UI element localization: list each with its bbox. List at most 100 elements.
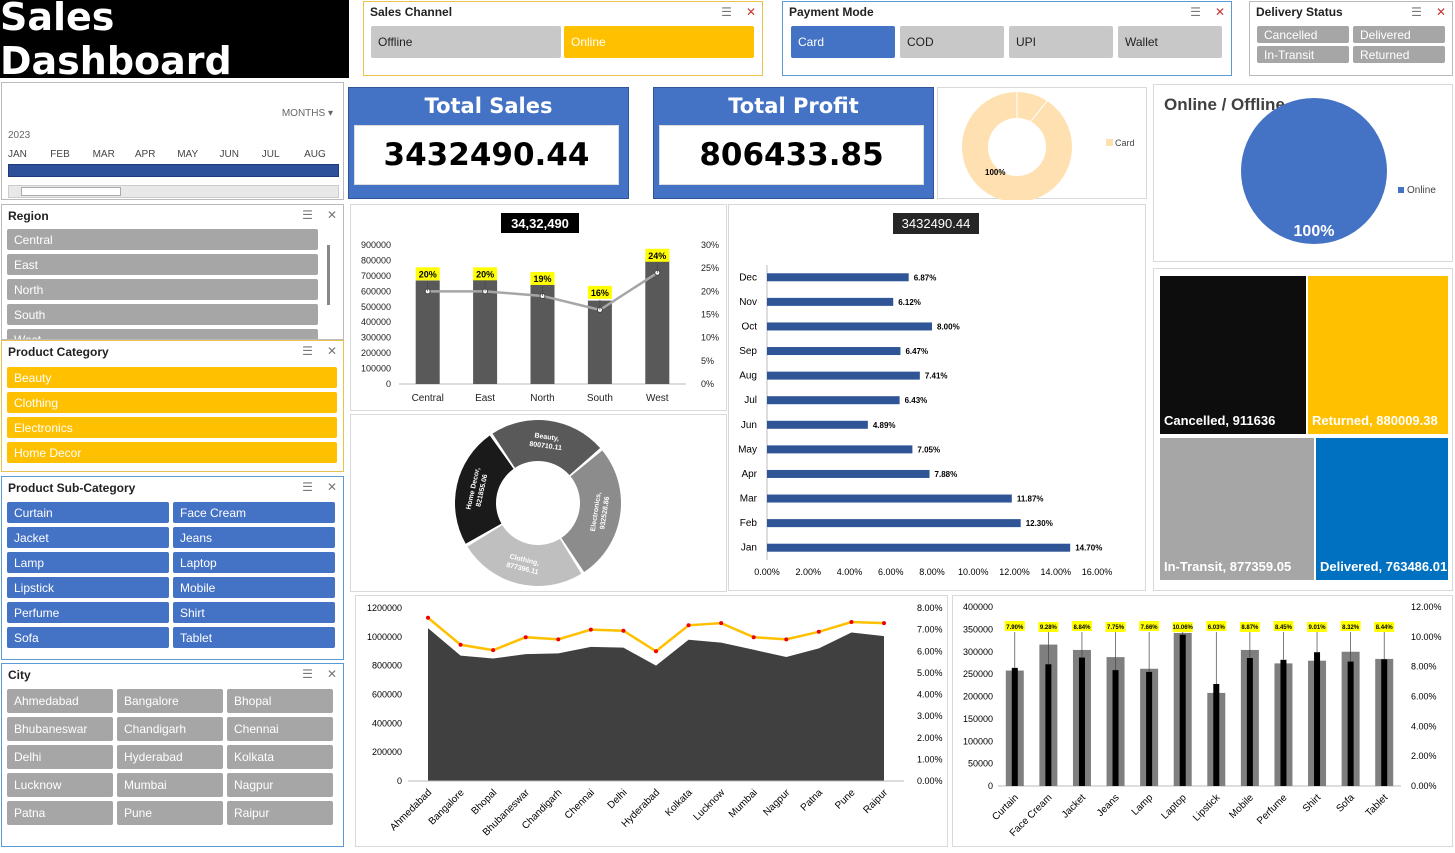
scrollbar-thumb[interactable]	[21, 187, 121, 196]
slicer-item-bhubaneswar[interactable]: Bhubaneswar	[7, 717, 113, 741]
bar-inner-tablet	[1381, 659, 1388, 786]
slicer-item-nagpur[interactable]: Nagpur	[227, 773, 333, 797]
slicer-item-clothing[interactable]: Clothing	[7, 392, 337, 413]
x-tick-label: Curtain	[990, 792, 1021, 823]
y-tick-label: Aug	[739, 371, 757, 382]
slicer-item-online[interactable]: Online	[564, 26, 754, 58]
slicer-item-north[interactable]: North	[7, 279, 318, 300]
slicer-item-ahmedabad[interactable]: Ahmedabad	[7, 689, 113, 713]
slicer-item-card[interactable]: Card	[791, 26, 895, 58]
slicer-item-mobile[interactable]: Mobile	[173, 577, 335, 598]
y2-tick-label: 10.00%	[1411, 632, 1442, 642]
slicer-item-perfume[interactable]: Perfume	[7, 602, 169, 623]
multi-select-icon[interactable]: ☰	[1190, 5, 1201, 19]
clear-filter-icon[interactable]: ✕	[326, 667, 337, 681]
clear-filter-icon[interactable]: ✕	[326, 344, 337, 358]
scrollbar[interactable]	[327, 245, 330, 305]
slicer-item-offline[interactable]: Offline	[371, 26, 561, 58]
slicer-item-shirt[interactable]: Shirt	[173, 602, 335, 623]
multi-select-icon[interactable]: ☰	[721, 5, 732, 19]
slicer-item-tablet[interactable]: Tablet	[173, 627, 335, 648]
multi-select-icon[interactable]: ☰	[302, 667, 313, 681]
timeline-month-aug[interactable]: AUG	[304, 149, 326, 160]
timeline-month-apr[interactable]: APR	[134, 149, 156, 160]
clear-filter-icon[interactable]: ✕	[1435, 5, 1446, 19]
slicer-item-wallet[interactable]: Wallet	[1118, 26, 1222, 58]
multi-select-icon[interactable]: ☰	[1411, 5, 1422, 19]
data-label: 8.32%	[1342, 625, 1360, 631]
slicer-item-laptop[interactable]: Laptop	[173, 552, 335, 573]
slicer-item-east[interactable]: East	[7, 254, 318, 275]
timeline-scrollbar[interactable]	[8, 185, 339, 198]
slicer-item-lipstick[interactable]: Lipstick	[7, 577, 169, 598]
slicer-item-bangalore[interactable]: Bangalore	[117, 689, 223, 713]
y2-tick-label: 30%	[701, 240, 719, 250]
clear-filter-icon[interactable]: ✕	[326, 208, 337, 222]
slicer-item-hyderabad[interactable]: Hyderabad	[117, 745, 223, 769]
donut-slice-beauty	[492, 420, 601, 476]
timeline-period-selector[interactable]: MONTHS ▾	[281, 108, 333, 119]
slicer-item-cod[interactable]: COD	[900, 26, 1004, 58]
clear-filter-icon[interactable]: ✕	[745, 5, 756, 19]
slicer-item-beauty[interactable]: Beauty	[7, 367, 337, 388]
y-tick-label: 0	[386, 379, 391, 389]
slicer-item-lucknow[interactable]: Lucknow	[7, 773, 113, 797]
slicer-item-sofa[interactable]: Sofa	[7, 627, 169, 648]
slicer-item-jacket[interactable]: Jacket	[7, 527, 169, 548]
multi-select-icon[interactable]: ☰	[302, 208, 313, 222]
x-tick-label: Bangalore	[427, 787, 467, 827]
slicer-item-in-transit[interactable]: In-Transit	[1257, 46, 1349, 63]
slicer-item-home-decor[interactable]: Home Decor	[7, 442, 337, 463]
clear-filter-icon[interactable]: ✕	[326, 480, 337, 494]
x-tick-label: Sofa	[1334, 792, 1357, 815]
slicer-item-jeans[interactable]: Jeans	[173, 527, 335, 548]
bar-inner-sofa	[1347, 661, 1354, 786]
timeline-slicer: MONTHS ▾ 2023 JAN FEB MAR APR MAY JUN JUL AUG	[1, 82, 344, 200]
timeline-bar[interactable]	[8, 164, 339, 177]
slicer-item-raipur[interactable]: Raipur	[227, 801, 333, 825]
slicer-item-lamp[interactable]: Lamp	[7, 552, 169, 573]
timeline-month-mar[interactable]: MAR	[92, 149, 115, 160]
clear-filter-icon[interactable]: ✕	[1214, 5, 1225, 19]
slicer-item-central[interactable]: Central	[7, 229, 318, 250]
y-tick-label: 800000	[361, 255, 391, 265]
slicer-item-upi[interactable]: UPI	[1009, 26, 1113, 58]
slicer-item-electronics[interactable]: Electronics	[7, 417, 337, 438]
slicer-item-face-cream[interactable]: Face Cream	[173, 502, 335, 523]
slicer-item-curtain[interactable]: Curtain	[7, 502, 169, 523]
subcategory-sales-panel: 400000 350000 300000 250000 200000 150000 1000…	[952, 595, 1453, 847]
x-tick-label: South	[587, 393, 613, 404]
slicer-item-returned[interactable]: Returned	[1353, 46, 1445, 63]
timeline-month-may[interactable]: MAY	[177, 149, 199, 160]
slicer-item-pune[interactable]: Pune	[117, 801, 223, 825]
data-label: 19%	[533, 274, 551, 284]
slicer-item-delhi[interactable]: Delhi	[7, 745, 113, 769]
slicer-item-mumbai[interactable]: Mumbai	[117, 773, 223, 797]
x-tick-label: Mumbai	[727, 787, 760, 820]
data-label-box	[415, 267, 440, 281]
timeline-month-jul[interactable]: JUL	[261, 149, 280, 160]
slicer-item-south[interactable]: South	[7, 304, 318, 325]
timeline-month-jun[interactable]: JUN	[219, 149, 239, 160]
slicer-item-kolkata[interactable]: Kolkata	[227, 745, 333, 769]
data-label: 20%	[476, 269, 494, 279]
bar-inner-jeans	[1112, 670, 1119, 786]
y2-tick-label: 25%	[701, 263, 719, 273]
slicer-item-chandigarh[interactable]: Chandigarh	[117, 717, 223, 741]
slicer-item-patna[interactable]: Patna	[7, 801, 113, 825]
timeline-month-jan[interactable]: JAN	[8, 149, 27, 160]
multi-select-icon[interactable]: ☰	[302, 480, 313, 494]
y2-tick-label: 5.00%	[917, 668, 943, 678]
slicer-item-delivered[interactable]: Delivered	[1353, 26, 1445, 43]
y-tick-label: Jul	[744, 395, 757, 406]
slicer-item-west[interactable]: West	[7, 329, 318, 339]
slicer-item-bhopal[interactable]: Bhopal	[227, 689, 333, 713]
multi-select-icon[interactable]: ☰	[302, 344, 313, 358]
slicer-title: Product Sub-Category	[8, 481, 136, 495]
slicer-title: Delivery Status	[1256, 5, 1343, 19]
slicer-item-chennai[interactable]: Chennai	[227, 717, 333, 741]
delivery-treemap-panel: Cancelled, 911636 Returned, 880009.38 In…	[1153, 268, 1453, 591]
slicer-item-cancelled[interactable]: Cancelled	[1257, 26, 1349, 43]
timeline-month-feb[interactable]: FEB	[50, 149, 70, 160]
bar-jan	[767, 543, 1071, 552]
